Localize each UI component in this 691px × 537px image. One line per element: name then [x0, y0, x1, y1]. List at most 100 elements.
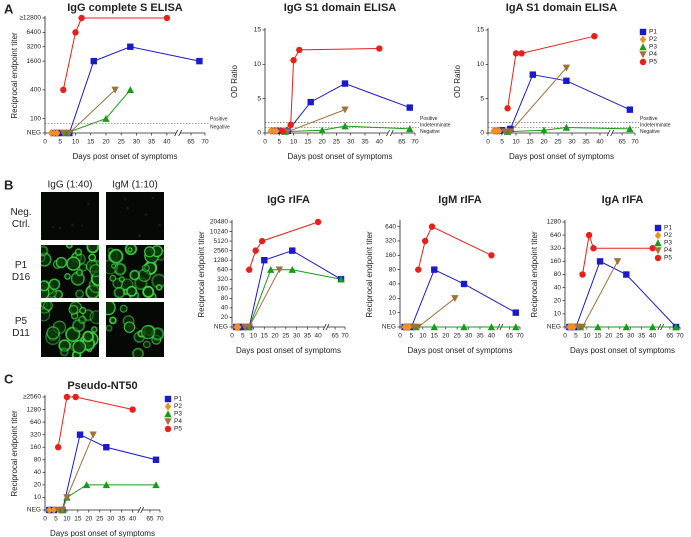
- x-tick-label: 5: [58, 139, 62, 146]
- cell: [106, 302, 116, 316]
- x-tick-label: 25: [454, 333, 462, 340]
- x-tick-label: 25: [96, 516, 104, 523]
- x-tick-label: 15: [431, 333, 439, 340]
- y-tick-label: 1280: [27, 406, 42, 413]
- legend-label: P2: [664, 232, 672, 239]
- point: [512, 309, 519, 316]
- point: [590, 245, 597, 252]
- cell: [109, 316, 117, 325]
- legend-label: P4: [664, 247, 672, 254]
- y-tick-label: 640: [550, 232, 561, 239]
- x-tick-label: 25: [118, 139, 126, 146]
- cell: [158, 223, 161, 227]
- point: [498, 127, 506, 134]
- x-tick-label: 65: [398, 139, 406, 146]
- y-tick-label: 160: [30, 444, 41, 451]
- y-tick-label: 40: [554, 284, 562, 291]
- axis-break: [137, 506, 142, 514]
- axis-break: [389, 129, 394, 137]
- point: [578, 323, 587, 331]
- x-tick-label: 15: [87, 139, 95, 146]
- series-line: [284, 125, 410, 133]
- y-tick-label: 1600: [27, 58, 42, 65]
- micrograph-cells: [41, 302, 99, 357]
- legend-label: P2: [649, 36, 657, 43]
- axis-break: [322, 323, 327, 331]
- y-tick-label: 320: [30, 431, 41, 438]
- point: [53, 129, 61, 137]
- annotation: Indeterminate: [640, 122, 671, 128]
- series-line: [273, 83, 410, 132]
- axis-break: [178, 129, 183, 137]
- cell: [109, 274, 117, 282]
- panel-label: C: [4, 371, 14, 386]
- point: [72, 393, 79, 401]
- point: [258, 237, 266, 245]
- y-tick-label: 160: [550, 258, 561, 265]
- micrograph-cells: [106, 302, 164, 357]
- annotation: Positive: [640, 116, 658, 122]
- y-tick-label: 400: [30, 87, 41, 94]
- cell: [126, 285, 138, 297]
- x-tick-label: 20: [605, 333, 613, 340]
- x-tick-label: 0: [230, 333, 234, 340]
- point: [245, 323, 253, 331]
- legend-marker: [164, 395, 172, 403]
- cell: [89, 310, 99, 325]
- y-tick-label: 640: [217, 266, 228, 273]
- x-tick-label: 65: [506, 333, 514, 340]
- legend-label: P1: [664, 225, 672, 232]
- y-tick-label: 20480: [210, 219, 228, 226]
- x-axis-label: Days post onset of symptoms: [408, 346, 513, 355]
- y-tick-label: 0: [480, 130, 484, 137]
- x-tick-label: 35: [638, 333, 646, 340]
- series-line: [244, 269, 280, 328]
- cell: [141, 263, 150, 273]
- x-tick-label: 10: [72, 139, 80, 146]
- micrograph: [41, 192, 99, 240]
- micrograph-cells: [41, 245, 99, 298]
- legend-label: P1: [174, 396, 182, 403]
- x-axis-label: Days post onset of symptoms: [509, 152, 614, 161]
- legend-marker: [639, 28, 647, 36]
- x-tick-label: 20: [102, 139, 110, 146]
- x-tick-label: 10: [512, 139, 520, 146]
- point: [672, 323, 680, 331]
- x-tick-label: 25: [554, 139, 562, 146]
- y-tick-label: 10: [389, 309, 397, 316]
- cell: [64, 273, 71, 280]
- point: [290, 57, 297, 64]
- micrograph-row-label: Neg. Ctrl.: [10, 207, 32, 230]
- y-tick-label: NEG: [214, 324, 228, 331]
- series-line: [569, 260, 677, 328]
- x-tick-label: 35: [582, 139, 590, 146]
- x-tick-label: 65: [187, 139, 195, 146]
- point: [267, 266, 275, 273]
- cell: [138, 234, 141, 238]
- cell: [140, 324, 156, 340]
- x-tick-label: 20: [442, 333, 450, 340]
- micrograph-cells: [124, 196, 161, 238]
- cell: [143, 246, 156, 258]
- series-line: [582, 234, 653, 275]
- x-tick-label: 70: [411, 139, 419, 146]
- x-axis-label: Days post onset of symptoms: [288, 152, 393, 161]
- x-axis-label: Days post onset of symptoms: [570, 346, 675, 355]
- point: [421, 237, 429, 245]
- x-tick-label: 70: [156, 516, 164, 523]
- cell: [89, 264, 99, 277]
- x-tick-label: 0: [398, 333, 402, 340]
- axis-break: [140, 506, 145, 514]
- x-tick-label: 10: [290, 139, 298, 146]
- y-tick-label: 5: [257, 95, 261, 102]
- point: [431, 266, 438, 273]
- point: [596, 258, 604, 265]
- series-line: [578, 261, 619, 328]
- legend-marker: [654, 254, 662, 262]
- x-tick-label: 0: [563, 333, 567, 340]
- annotation: Negative: [210, 125, 230, 131]
- point: [451, 295, 459, 303]
- point: [460, 280, 468, 288]
- cell: [71, 223, 74, 227]
- y-tick-label: 80: [554, 271, 562, 278]
